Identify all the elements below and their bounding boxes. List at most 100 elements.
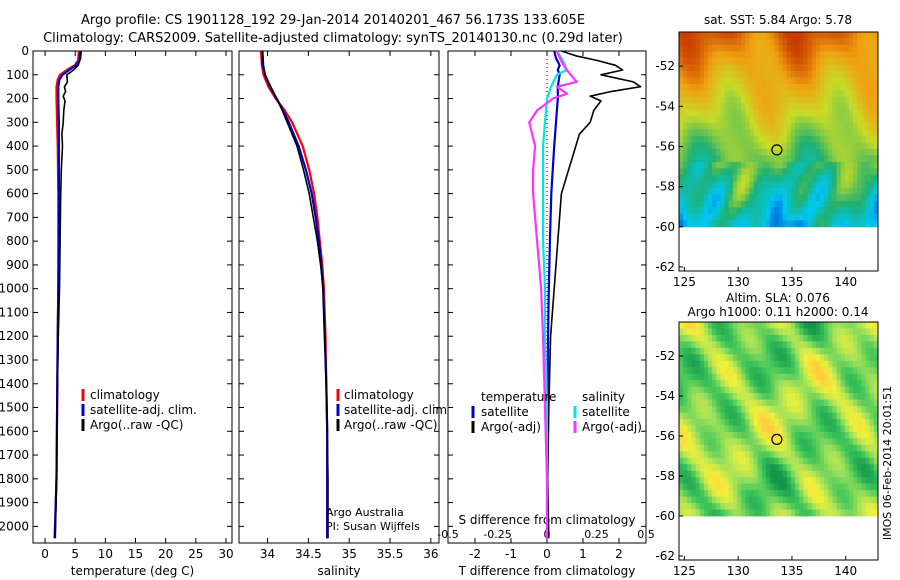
map-cell [799, 347, 804, 355]
map-cell [811, 360, 817, 368]
map-cell [699, 490, 705, 497]
map-cell [815, 509, 821, 517]
map-cell [761, 334, 767, 342]
map-cell [741, 103, 746, 111]
map-cell [782, 334, 788, 342]
map-cell [741, 444, 746, 452]
map-cell [720, 490, 726, 497]
map-cell [828, 438, 833, 446]
map-cell [737, 406, 742, 413]
map-cell [687, 360, 692, 368]
map-cell [865, 406, 871, 413]
map-cell [869, 483, 875, 491]
map-cell [724, 347, 730, 355]
map-cell [811, 96, 817, 104]
map-cell [857, 161, 862, 169]
map-cell [782, 457, 788, 465]
map-cell [836, 135, 842, 143]
map-cell [757, 367, 763, 375]
map-cell [695, 70, 701, 78]
map-cell [695, 322, 701, 329]
map-cell [840, 483, 846, 491]
map-cell [819, 135, 825, 143]
map-cell [786, 438, 792, 446]
map-cell [708, 328, 713, 336]
map-cell [741, 96, 746, 104]
map-cell [836, 109, 842, 117]
map-cell [807, 438, 813, 446]
map-cell [824, 477, 829, 485]
map-cell [695, 341, 701, 349]
map-cell [691, 386, 696, 394]
map-cell [824, 509, 829, 517]
map-cell [687, 399, 692, 407]
map-cell [741, 148, 746, 156]
map-cell [708, 431, 713, 439]
map-cell [836, 155, 842, 163]
map-cell [741, 328, 746, 336]
map-cell [782, 96, 788, 104]
map-cell [848, 334, 854, 342]
map-cell [749, 347, 755, 355]
map-cell [803, 116, 808, 124]
map-cell [873, 77, 879, 85]
map-cell [708, 470, 713, 478]
map-cell [737, 483, 742, 491]
map-cell [741, 347, 746, 355]
x-tick-label: -1 [505, 547, 517, 561]
map-cell [737, 90, 742, 98]
map-cell [770, 490, 775, 497]
map-cell [753, 328, 759, 336]
map-cell [836, 77, 842, 85]
map-y-tick-label: -54 [655, 389, 675, 403]
map-cell [848, 373, 854, 381]
map-cell [753, 142, 759, 150]
map-cell [832, 135, 837, 143]
map-cell [840, 322, 846, 329]
map-cell [786, 399, 792, 407]
map-cell [753, 444, 759, 452]
legend-label: Argo(-adj) [481, 420, 541, 434]
map-cell [815, 451, 821, 459]
map-cell [770, 457, 775, 465]
map-cell [848, 194, 854, 202]
map-cell [857, 470, 862, 478]
map-cell [679, 32, 684, 39]
map-cell [861, 142, 866, 150]
map-cell [703, 207, 709, 215]
map-cell [683, 483, 688, 491]
map-cell [857, 457, 862, 465]
map-cell [691, 406, 696, 413]
map-cell [708, 322, 713, 329]
map-cell [844, 470, 850, 478]
map-cell [691, 470, 696, 478]
map-cell [703, 83, 709, 91]
map-cell [815, 477, 821, 485]
map-cell [728, 399, 734, 407]
map-cell [774, 116, 779, 124]
map-cell [786, 200, 792, 208]
map-cell [782, 44, 788, 52]
map-cell [811, 483, 817, 491]
map-cell [873, 213, 879, 221]
map-cell [828, 129, 833, 137]
map-cell [761, 32, 767, 39]
map-cell [857, 483, 862, 491]
map-cell [728, 470, 734, 478]
map-cell [737, 168, 742, 176]
map-cell [832, 360, 837, 368]
map-cell [819, 142, 825, 150]
map-cell [811, 431, 817, 439]
map-cell [712, 412, 717, 420]
map-cell [720, 155, 726, 163]
map-cell [819, 168, 825, 176]
map-cell [683, 213, 688, 221]
map-cell [683, 477, 688, 485]
map-cell [848, 483, 854, 491]
map-cell [873, 406, 879, 413]
map-cell [745, 354, 750, 362]
map-cell [799, 90, 804, 98]
map-cell [695, 155, 701, 163]
map-cell [720, 44, 726, 52]
map-cell [737, 464, 742, 472]
